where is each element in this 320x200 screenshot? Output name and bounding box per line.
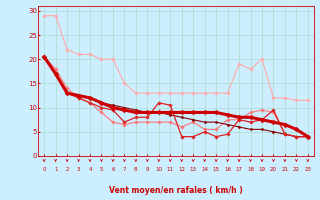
X-axis label: Vent moyen/en rafales ( km/h ): Vent moyen/en rafales ( km/h ) xyxy=(109,186,243,195)
